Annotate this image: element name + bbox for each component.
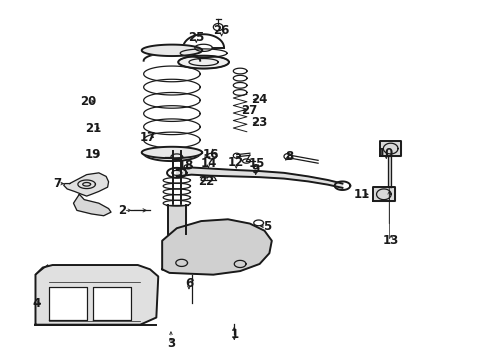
Text: 10: 10	[378, 147, 394, 160]
Polygon shape	[388, 156, 391, 187]
Text: 5: 5	[263, 220, 271, 233]
Polygon shape	[177, 167, 343, 188]
Text: 2: 2	[118, 204, 126, 217]
Polygon shape	[162, 219, 272, 275]
Text: 17: 17	[140, 131, 156, 144]
Polygon shape	[142, 45, 202, 56]
Polygon shape	[74, 194, 111, 216]
Text: 15: 15	[249, 157, 266, 170]
Polygon shape	[93, 287, 130, 320]
Polygon shape	[35, 265, 158, 325]
Polygon shape	[195, 44, 212, 51]
Text: 14: 14	[200, 157, 217, 170]
Text: 7: 7	[53, 177, 61, 190]
Text: 24: 24	[251, 93, 268, 106]
Text: 12: 12	[228, 156, 245, 169]
Text: 23: 23	[251, 116, 268, 129]
Text: 25: 25	[188, 31, 204, 44]
Polygon shape	[178, 56, 229, 68]
Text: 8: 8	[286, 150, 294, 163]
Polygon shape	[373, 187, 395, 202]
Polygon shape	[64, 173, 109, 196]
Text: 3: 3	[167, 337, 175, 350]
Text: 27: 27	[241, 104, 257, 117]
Text: 6: 6	[185, 277, 193, 290]
Text: 21: 21	[85, 122, 101, 135]
Text: 26: 26	[214, 24, 230, 37]
Polygon shape	[168, 205, 186, 234]
Text: 11: 11	[354, 188, 370, 201]
Text: 16: 16	[203, 148, 219, 162]
Text: 1: 1	[230, 328, 238, 341]
Text: 9: 9	[251, 163, 260, 176]
Text: 19: 19	[85, 148, 101, 162]
Polygon shape	[380, 141, 401, 156]
Text: 18: 18	[177, 159, 194, 172]
Text: 22: 22	[198, 175, 214, 188]
Polygon shape	[142, 147, 202, 158]
Text: 20: 20	[80, 95, 96, 108]
Text: 4: 4	[32, 297, 41, 310]
Polygon shape	[49, 287, 87, 320]
Text: 13: 13	[383, 234, 399, 247]
